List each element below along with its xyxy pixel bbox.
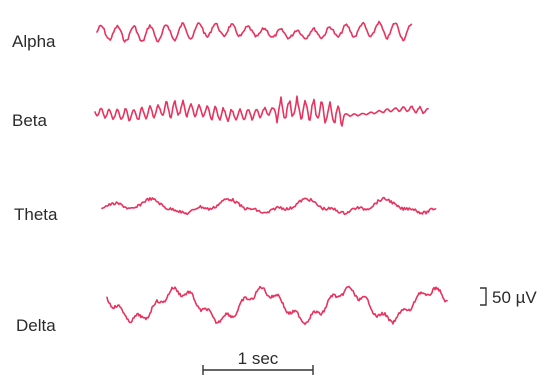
amplitude-scale-bar: 50 µV [480, 287, 537, 307]
band-label-delta: Delta [16, 316, 56, 335]
band-label-beta: Beta [12, 111, 48, 130]
band-label-theta: Theta [14, 205, 58, 224]
waveform-beta [94, 95, 429, 127]
time-scale-label: 1 sec [238, 349, 279, 368]
waveform-alpha [96, 20, 413, 43]
time-scale-bar: 1 sec [202, 349, 314, 375]
waveform-delta [106, 285, 448, 326]
waveform-theta [101, 196, 437, 216]
band-label-alpha: Alpha [12, 32, 56, 51]
amplitude-scale-label: 50 µV [492, 288, 537, 307]
